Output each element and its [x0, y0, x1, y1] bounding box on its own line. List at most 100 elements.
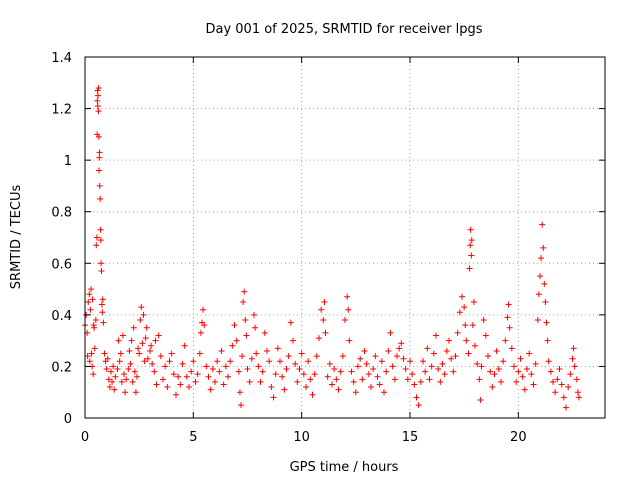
x-tick-label: 0: [81, 430, 89, 445]
data-point: [378, 358, 385, 365]
data-point: [480, 317, 487, 324]
data-point: [413, 394, 420, 401]
data-point: [530, 381, 537, 388]
data-point: [487, 368, 494, 375]
data-point: [493, 347, 500, 354]
data-point: [394, 353, 400, 360]
data-point: [281, 386, 288, 393]
data-point: [177, 381, 184, 388]
data-point: [86, 291, 93, 298]
data-point: [266, 358, 273, 365]
data-point: [231, 322, 238, 329]
data-point: [147, 347, 153, 354]
data-point: [116, 358, 123, 365]
data-point: [540, 244, 547, 251]
data-point: [94, 97, 101, 104]
data-point: [396, 345, 403, 352]
data-point: [329, 381, 335, 388]
data-point: [229, 342, 236, 349]
data-point: [192, 378, 199, 385]
data-point: [255, 363, 262, 370]
data-point: [500, 358, 507, 365]
data-point: [428, 363, 435, 370]
data-point: [424, 345, 431, 352]
data-point: [547, 368, 554, 375]
data-point: [216, 368, 223, 375]
x-tick-label: 5: [189, 430, 197, 445]
data-point: [461, 304, 468, 311]
data-point: [467, 226, 474, 233]
data-point: [552, 389, 559, 396]
data-point: [148, 342, 155, 349]
data-point: [322, 329, 329, 336]
data-point: [126, 347, 133, 354]
data-point: [239, 353, 246, 360]
data-point: [313, 353, 320, 360]
data-point: [539, 221, 546, 228]
data-point: [402, 366, 409, 373]
data-point: [452, 353, 459, 360]
data-point: [212, 378, 218, 385]
data-point: [573, 376, 580, 383]
data-point: [300, 371, 307, 378]
data-point: [103, 366, 110, 373]
data-point: [183, 373, 190, 380]
data-point: [544, 337, 551, 344]
data-point: [417, 378, 424, 385]
data-point: [532, 360, 539, 367]
data-point: [342, 317, 348, 324]
data-point: [233, 337, 240, 344]
grid-lines: [85, 57, 605, 418]
data-point: [389, 363, 396, 370]
data-point: [209, 366, 216, 373]
data-point: [274, 345, 281, 352]
data-point: [359, 376, 366, 383]
data-point: [99, 296, 106, 303]
data-point: [95, 84, 102, 91]
data-point: [105, 376, 112, 383]
data-point: [130, 324, 137, 331]
data-point: [558, 381, 565, 388]
data-point: [468, 237, 475, 244]
data-point: [462, 322, 469, 329]
data-point: [181, 342, 188, 349]
data-point: [309, 391, 316, 398]
data-point: [259, 368, 266, 375]
data-point: [173, 391, 179, 398]
data-point: [264, 347, 270, 354]
data-point: [294, 378, 301, 385]
y-tick-label: 0.8: [51, 206, 72, 221]
data-point: [200, 306, 207, 313]
data-point: [89, 296, 96, 303]
data-point: [357, 355, 364, 362]
data-point: [467, 242, 474, 249]
data-point: [477, 396, 484, 403]
data-point: [339, 353, 346, 360]
data-point: [85, 298, 92, 305]
data-point: [93, 234, 100, 241]
data-point: [132, 389, 139, 396]
data-point: [485, 353, 491, 360]
data-point: [565, 384, 572, 391]
axis-ticks: [84, 56, 605, 419]
data-point: [441, 371, 448, 378]
data-point: [122, 389, 129, 396]
data-point: [528, 371, 535, 378]
data-point: [385, 347, 392, 354]
data-point: [152, 337, 159, 344]
data-point: [109, 378, 116, 385]
data-point: [560, 394, 567, 401]
data-point: [374, 373, 381, 380]
data-point: [257, 378, 264, 385]
data-point: [437, 378, 444, 385]
data-point: [268, 384, 275, 391]
data-point: [106, 384, 113, 391]
data-point: [251, 311, 257, 318]
data-point: [127, 360, 134, 367]
data-point: [345, 306, 352, 313]
data-point: [307, 376, 314, 383]
data-point: [94, 87, 101, 94]
data-point: [168, 350, 175, 357]
data-point: [495, 366, 502, 373]
data-point: [112, 373, 119, 380]
